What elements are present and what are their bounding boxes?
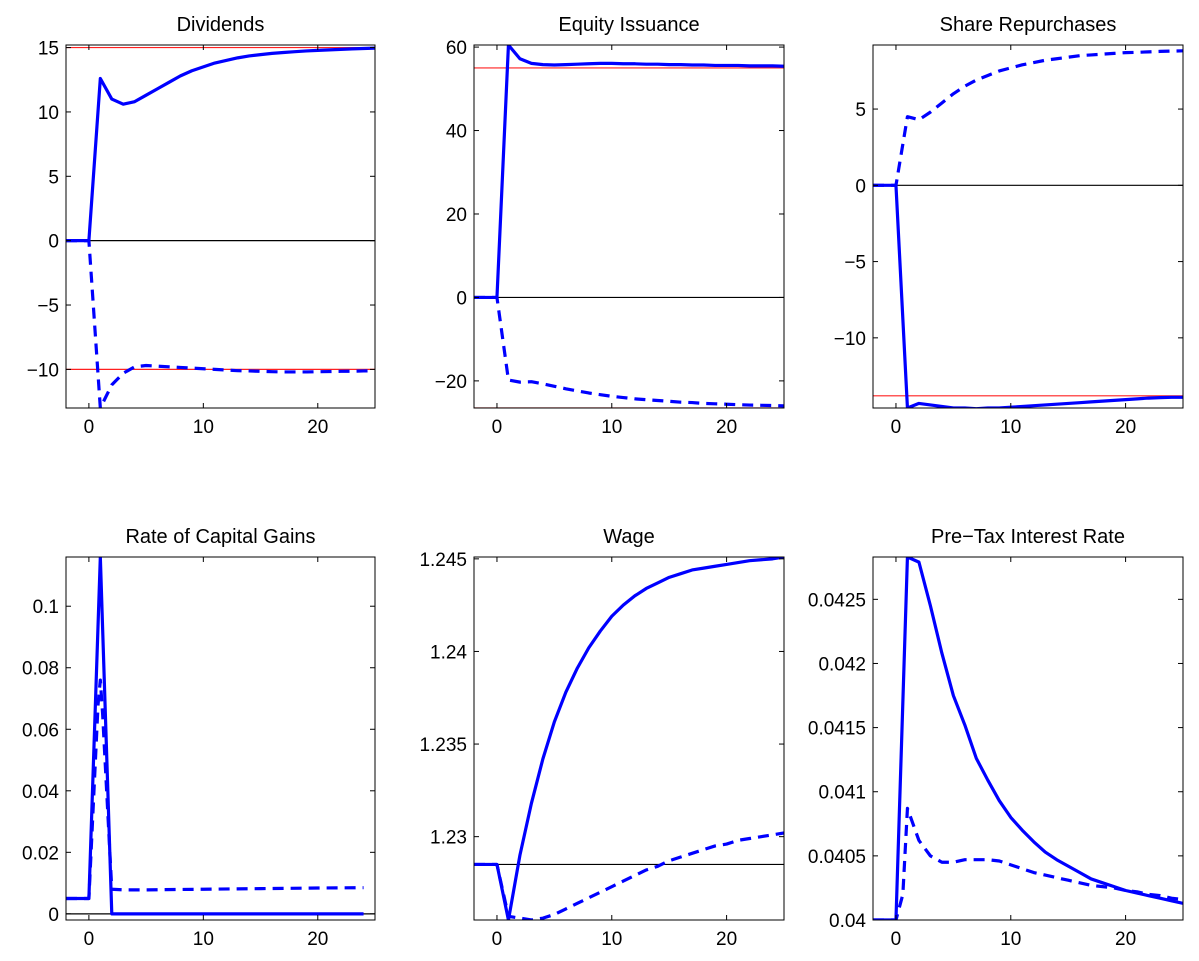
subplot-title: Dividends bbox=[177, 14, 265, 36]
y-tick-label: 0.0425 bbox=[808, 590, 866, 611]
x-tick-label: 0 bbox=[492, 417, 503, 438]
y-tick-label: 1.235 bbox=[419, 735, 467, 756]
axes-frame bbox=[473, 556, 785, 921]
subplot-title: Share Repurchases bbox=[940, 14, 1117, 36]
y-tick-label: 0.0415 bbox=[808, 719, 866, 740]
y-tick-label: 0.02 bbox=[22, 843, 59, 864]
axes-frame bbox=[872, 44, 1184, 409]
x-tick-label: 20 bbox=[716, 929, 737, 950]
y-tick-label: 0.041 bbox=[818, 783, 866, 804]
plot-area bbox=[66, 46, 375, 408]
subplot-title: Wage bbox=[603, 526, 655, 548]
x-tick-label: 10 bbox=[193, 929, 214, 950]
axes-frame bbox=[872, 556, 1184, 921]
y-tick-label: 0.0405 bbox=[808, 847, 866, 868]
subplot-capital-gains: Rate of Capital Gains 0 10 20 0 0.02 0.04 0.06 0… bbox=[22, 526, 376, 950]
x-tick-label: 10 bbox=[601, 417, 622, 438]
x-tick-label: 0 bbox=[84, 929, 95, 950]
axes-frame bbox=[473, 44, 785, 409]
y-tick-label: 5 bbox=[48, 167, 59, 188]
plot-area bbox=[873, 49, 1183, 408]
x-tick-label: 0 bbox=[492, 929, 503, 950]
y-tick-label: 20 bbox=[446, 205, 467, 226]
subplot-grid: Dividends 0 10 20 −10 −5 0 5 10 15 Equity Issuance… bbox=[22, 14, 1184, 950]
subplot-title: Rate of Capital Gains bbox=[125, 526, 315, 548]
axes-frame bbox=[65, 556, 376, 921]
plot-area bbox=[474, 45, 784, 408]
series-line-dashed bbox=[474, 831, 784, 920]
x-tick-label: 10 bbox=[1000, 417, 1021, 438]
y-tick-label: 5 bbox=[855, 100, 866, 121]
series-line-solid bbox=[873, 183, 1183, 408]
series-line-dashed bbox=[873, 806, 1183, 920]
x-tick-label: 0 bbox=[84, 417, 95, 438]
series-line-solid bbox=[873, 557, 1183, 920]
y-tick-label: 0.1 bbox=[33, 597, 59, 618]
subplot-equity-issuance: Equity Issuance 0 10 20 −20 0 20 40 60 bbox=[435, 14, 785, 438]
subplot-interest-rate: Pre−Tax Interest Rate 0 10 20 0.04 0.0405 0.04… bbox=[808, 526, 1184, 950]
subplot-wage: Wage 0 10 20 1.23 1.235 1.24 1.245 bbox=[419, 526, 785, 950]
plot-area bbox=[873, 557, 1183, 920]
y-tick-label: −10 bbox=[27, 360, 59, 381]
y-tick-label: 1.245 bbox=[419, 550, 467, 571]
y-tick-label: 1.24 bbox=[430, 642, 467, 663]
y-tick-label: 40 bbox=[446, 122, 467, 143]
series-line-dashed bbox=[873, 49, 1183, 187]
x-tick-label: 10 bbox=[601, 929, 622, 950]
x-tick-label: 20 bbox=[1115, 929, 1136, 950]
subplot-title: Pre−Tax Interest Rate bbox=[931, 526, 1125, 548]
y-tick-label: −20 bbox=[435, 372, 467, 393]
series-line-solid bbox=[474, 557, 784, 920]
series-line-solid bbox=[474, 45, 784, 300]
y-tick-label: 60 bbox=[446, 38, 467, 59]
y-tick-label: 15 bbox=[38, 39, 59, 60]
series-line-dashed bbox=[66, 678, 364, 901]
y-tick-label: −10 bbox=[834, 329, 866, 350]
plot-area bbox=[66, 557, 375, 916]
x-tick-label: 20 bbox=[307, 929, 328, 950]
y-tick-label: 0.04 bbox=[22, 782, 59, 803]
x-tick-label: 20 bbox=[307, 417, 328, 438]
series-line-solid bbox=[66, 46, 375, 243]
x-tick-label: 10 bbox=[193, 417, 214, 438]
y-tick-label: −5 bbox=[844, 253, 866, 274]
axes-frame bbox=[65, 44, 376, 409]
series-line-dashed bbox=[66, 239, 375, 408]
y-tick-label: 0.08 bbox=[22, 659, 59, 680]
y-tick-label: 0.06 bbox=[22, 720, 59, 741]
y-tick-label: 0.04 bbox=[829, 911, 866, 932]
x-tick-label: 0 bbox=[891, 929, 902, 950]
subplot-share-repurchases: Share Repurchases 0 10 20 −10 −5 0 5 bbox=[834, 14, 1184, 438]
x-tick-label: 10 bbox=[1000, 929, 1021, 950]
subplot-dividends: Dividends 0 10 20 −10 −5 0 5 10 15 bbox=[27, 14, 376, 438]
y-tick-label: 0.042 bbox=[818, 654, 866, 675]
plot-area bbox=[474, 557, 784, 920]
y-tick-label: 0 bbox=[855, 176, 866, 197]
x-tick-label: 0 bbox=[891, 417, 902, 438]
y-tick-label: −5 bbox=[37, 296, 59, 317]
y-tick-label: 0 bbox=[48, 905, 59, 926]
y-tick-label: 10 bbox=[38, 103, 59, 124]
x-tick-label: 20 bbox=[1115, 417, 1136, 438]
subplot-title: Equity Issuance bbox=[558, 14, 699, 36]
x-tick-label: 20 bbox=[716, 417, 737, 438]
y-tick-label: 1.23 bbox=[430, 828, 467, 849]
y-tick-label: 0 bbox=[456, 288, 467, 309]
y-tick-label: 0 bbox=[48, 232, 59, 253]
series-line-dashed bbox=[474, 295, 784, 408]
